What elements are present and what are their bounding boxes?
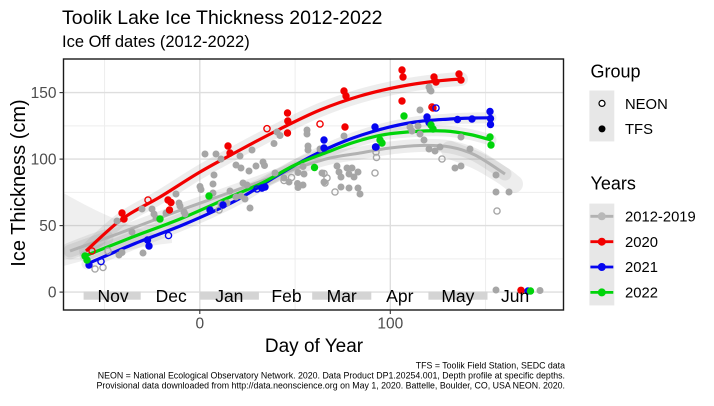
svg-text:150: 150 xyxy=(31,85,57,102)
svg-text:Group: Group xyxy=(591,62,641,82)
svg-text:NEON = National Ecological Obs: NEON = National Ecological Observatory N… xyxy=(98,370,565,380)
svg-text:Years: Years xyxy=(591,174,636,194)
svg-text:NEON: NEON xyxy=(625,97,668,113)
svg-text:100: 100 xyxy=(31,151,57,168)
svg-text:Day of Year: Day of Year xyxy=(265,336,364,357)
svg-text:Ice Off dates (2012-2022): Ice Off dates (2012-2022) xyxy=(62,33,250,51)
svg-text:Mar: Mar xyxy=(327,286,357,306)
svg-text:Toolik Lake Ice Thickness 2012: Toolik Lake Ice Thickness 2012-2022 xyxy=(62,7,383,29)
svg-text:Jan: Jan xyxy=(215,286,243,306)
svg-text:Jun: Jun xyxy=(501,286,529,306)
svg-text:50: 50 xyxy=(39,218,57,235)
svg-text:TFS: TFS xyxy=(625,122,653,138)
svg-text:2021: 2021 xyxy=(625,260,658,276)
svg-text:0: 0 xyxy=(48,284,57,301)
svg-text:0: 0 xyxy=(195,316,204,333)
svg-text:100: 100 xyxy=(377,316,403,333)
svg-text:Dec: Dec xyxy=(156,286,187,306)
svg-text:Provisional data downloaded fr: Provisional data downloaded from http://… xyxy=(97,381,565,391)
svg-text:2020: 2020 xyxy=(625,235,658,251)
svg-text:Apr: Apr xyxy=(386,286,413,306)
svg-text:Nov: Nov xyxy=(98,286,129,306)
svg-text:Ice Thickness (cm): Ice Thickness (cm) xyxy=(8,99,30,266)
svg-text:May: May xyxy=(441,286,474,306)
svg-text:Feb: Feb xyxy=(271,286,301,306)
svg-text:2012-2019: 2012-2019 xyxy=(625,210,696,226)
svg-text:TFS = Toolik Field Station, SE: TFS = Toolik Field Station, SEDC data xyxy=(416,360,565,370)
svg-text:2022: 2022 xyxy=(625,286,658,302)
